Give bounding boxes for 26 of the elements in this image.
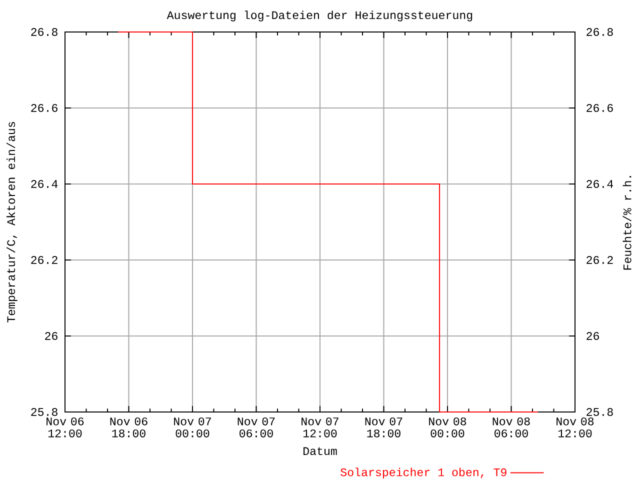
x-tick-label: Nov 06 12:00: [46, 417, 84, 438]
x-tick-label: Nov 06 18:00: [110, 417, 148, 438]
y-tick-label: 25.8: [31, 408, 58, 416]
x-tick-label: Nov 08 06:00: [492, 417, 530, 438]
x-tick-label: Nov 07 18:00: [365, 417, 402, 438]
y-tick-label: 26: [45, 332, 58, 340]
x-tick-label: Nov 07 12:00: [302, 417, 338, 438]
y2-tick-label: 25.8: [586, 408, 613, 416]
y-tick-label: 26.4: [31, 180, 58, 188]
y2-tick-label: 26.8: [586, 28, 613, 36]
y2-tick-label: 26: [586, 332, 599, 340]
y2-tick-label: 26.2: [586, 256, 613, 264]
y2-tick-label: 26.4: [586, 180, 614, 188]
y-axis-title: Temperatur/C, Aktoren ein/aus: [6, 122, 18, 322]
y-tick-label: 26.8: [31, 28, 58, 36]
chart-title: Auswertung log-Dateien der Heizungssteuerung: [166, 10, 472, 22]
legend-label: Solarspeicher 1 oben, T9: [340, 468, 506, 479]
y-tick-label: 26.6: [31, 104, 58, 112]
x-axis-title: Datum: [304, 447, 337, 456]
x-tick-label: Nov 07 00:00: [174, 417, 211, 438]
x-tick-label: Nov 08 00:00: [429, 417, 466, 438]
x-tick-label: Nov 07 06:00: [238, 417, 275, 438]
y2-axis-title: Feuchte/% r.h.: [622, 176, 632, 270]
y2-tick-label: 26.6: [586, 104, 613, 112]
x-tick-label: Nov 08 12:00: [556, 417, 594, 438]
y-tick-label: 26.2: [31, 256, 58, 264]
